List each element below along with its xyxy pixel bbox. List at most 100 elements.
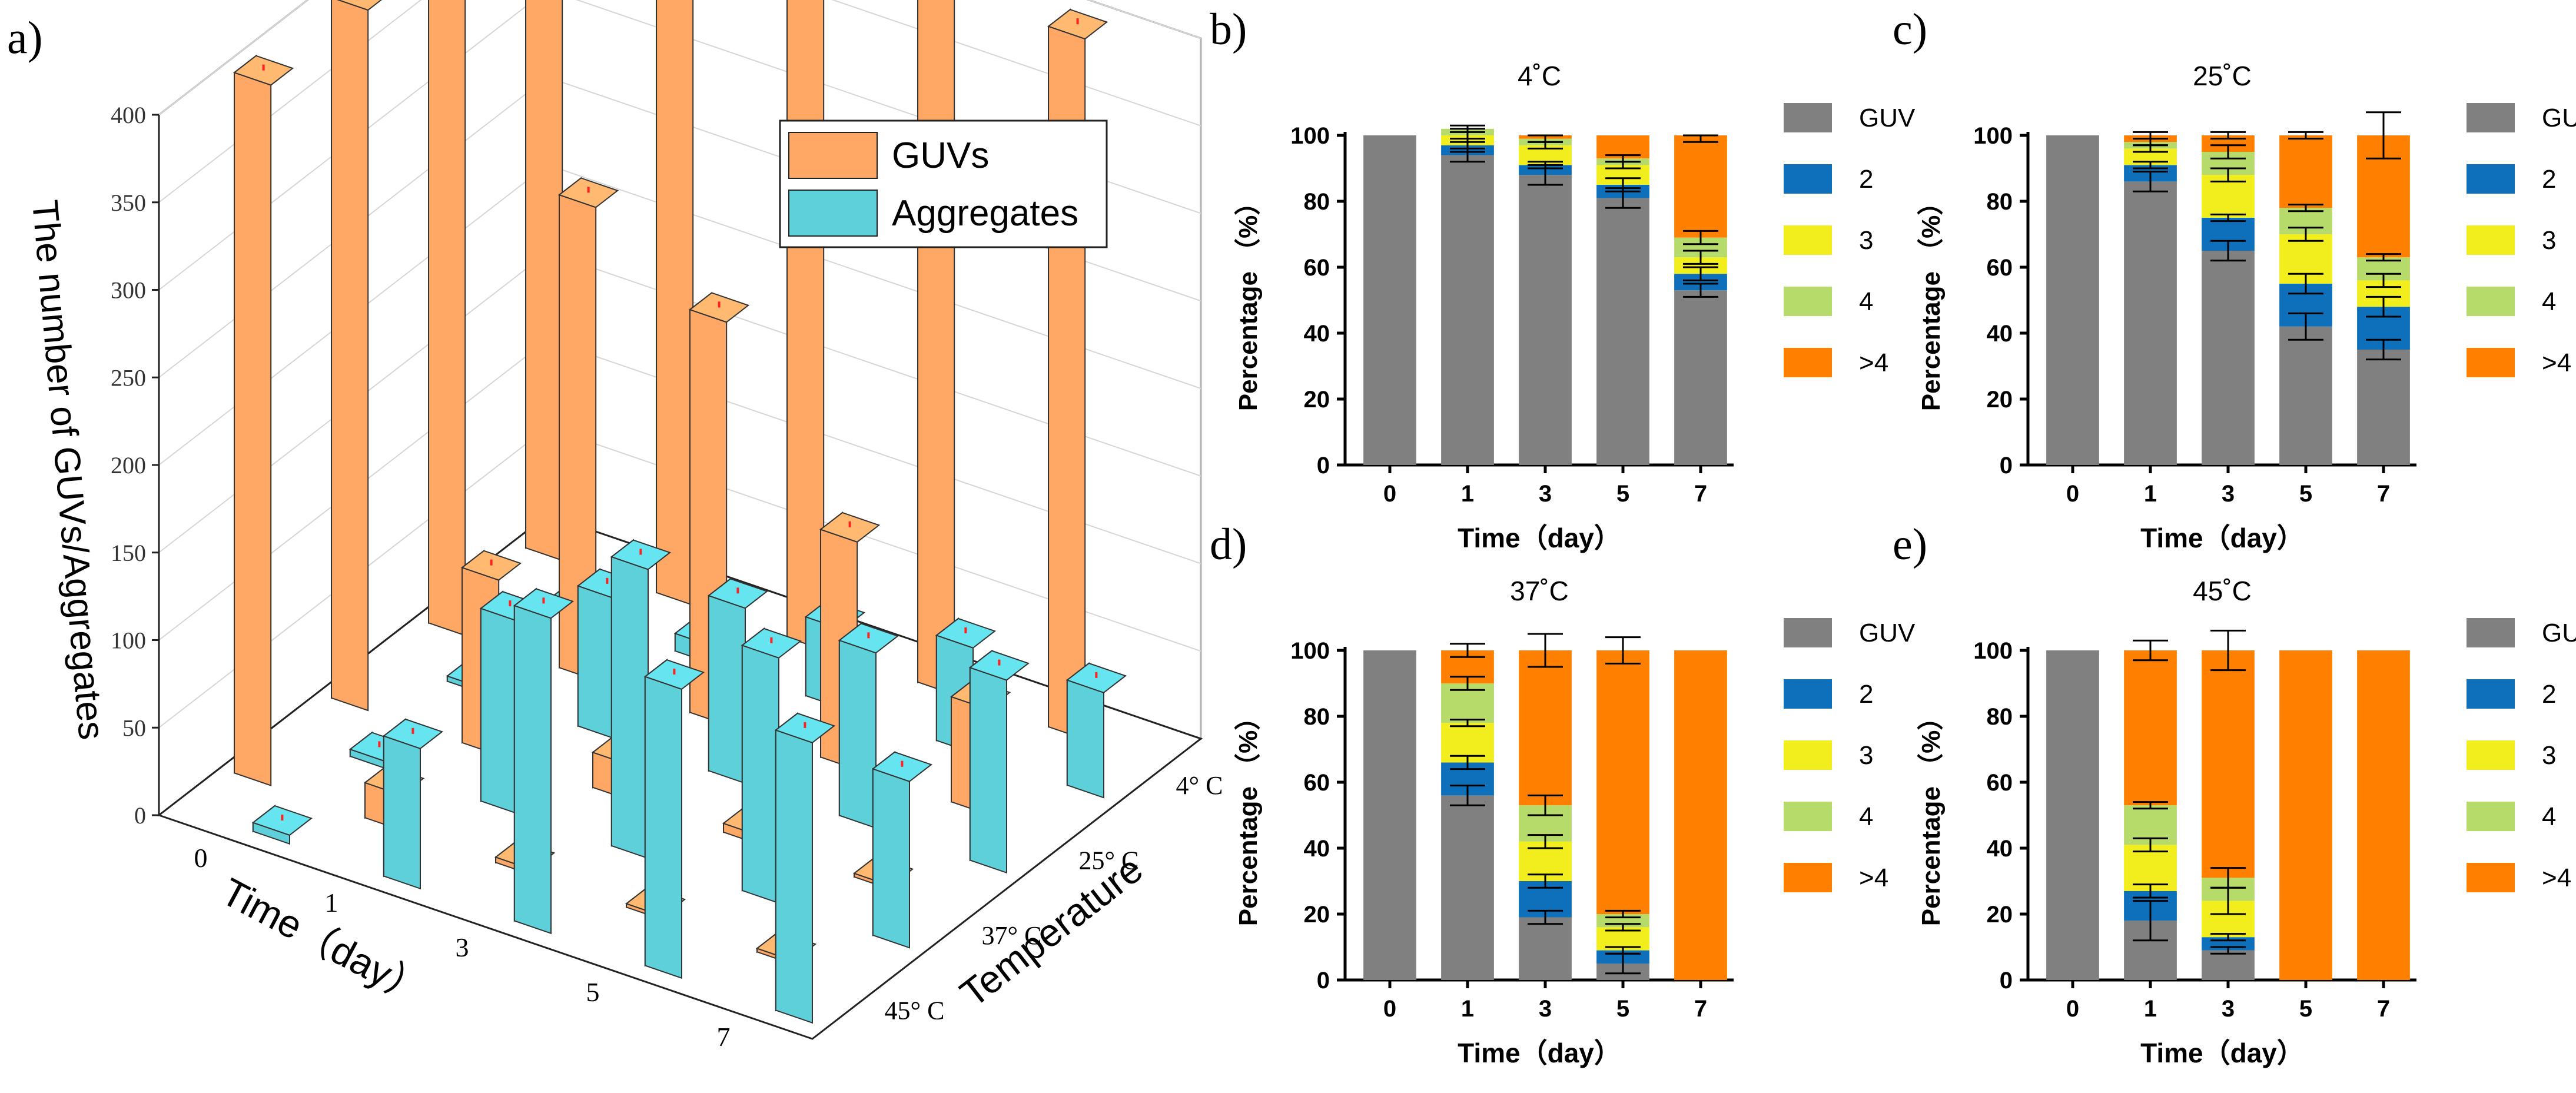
y-tick-label: 200 bbox=[111, 452, 146, 479]
x-tick-label: 0 bbox=[1383, 996, 1396, 1022]
bar-top-face bbox=[337, 0, 382, 11]
guv-bar bbox=[557, 177, 619, 681]
aggregate-bar bbox=[251, 805, 313, 845]
legend-swatch bbox=[1784, 348, 1832, 377]
bar-segment bbox=[2279, 326, 2332, 465]
x-tick-label: 0 bbox=[2066, 996, 2079, 1022]
y-tick-label: 100 bbox=[111, 627, 146, 654]
bar-top-face bbox=[774, 712, 836, 743]
error-bar bbox=[2288, 131, 2323, 140]
error-bar bbox=[1683, 283, 1718, 298]
error-bar bbox=[1605, 154, 1641, 163]
time-tick-label: 0 bbox=[194, 843, 208, 873]
legend-swatch bbox=[2467, 802, 2515, 831]
y-tick-label: 60 bbox=[1304, 255, 1330, 281]
bar-top-face bbox=[557, 177, 619, 208]
aggregate-bar bbox=[643, 659, 705, 979]
temperature-tick-label: 25° C bbox=[1079, 846, 1139, 875]
aggregate-bar bbox=[871, 750, 933, 949]
legend-label: >4 bbox=[2542, 863, 2571, 892]
time-tick-label: 5 bbox=[586, 977, 600, 1007]
legend-label: 3 bbox=[2542, 226, 2556, 255]
bar-segment bbox=[1363, 135, 1416, 465]
legend-label: 4 bbox=[1859, 802, 1873, 831]
legend-swatch bbox=[1784, 740, 1832, 770]
bar-top-face bbox=[643, 659, 705, 690]
aggregate-bar bbox=[610, 539, 672, 859]
bar-top-face bbox=[838, 623, 899, 654]
bar-segment bbox=[1674, 650, 1727, 980]
panel-4c-chart: b) 4˚C 0 20 40 60 80 100 0 1 3 5 7 Time（day） Percentag… bbox=[1210, 5, 1916, 553]
legend-label: 2 bbox=[1859, 165, 1873, 194]
bar-top-face bbox=[1065, 662, 1127, 693]
error-bar bbox=[2366, 111, 2401, 160]
error-bar bbox=[1450, 785, 1485, 806]
bar-segment bbox=[1596, 198, 1649, 465]
guv-bar bbox=[428, 0, 466, 636]
chart-title: 25˚C bbox=[2193, 61, 2252, 91]
y-tick-label: 40 bbox=[1304, 321, 1330, 347]
bar-top-face bbox=[251, 805, 313, 836]
panel-37c-chart: d) 37˚C 0 20 40 60 80 100 0 1 3 5 7 Time（day） Percenta… bbox=[1210, 520, 1916, 1068]
gridline bbox=[158, 0, 1201, 203]
error-bar bbox=[2210, 629, 2246, 672]
y-axis-title: Percentage （%） bbox=[1234, 190, 1263, 411]
y-tick-label: 100 bbox=[1973, 638, 2013, 664]
y-tick-label: 20 bbox=[1304, 902, 1330, 928]
panel-label-a: a) bbox=[7, 12, 43, 63]
legend-swatch bbox=[1784, 287, 1832, 316]
temperature-tick-label: 45° C bbox=[885, 996, 945, 1025]
chart-title: 45˚C bbox=[2193, 576, 2252, 606]
bar-segment bbox=[2202, 251, 2255, 465]
legend-label: GUV bbox=[1859, 619, 1916, 647]
legend-swatch bbox=[2467, 164, 2515, 194]
legend-swatch bbox=[2467, 225, 2515, 255]
bar-front-face bbox=[480, 607, 518, 815]
error-bar bbox=[2288, 273, 2323, 295]
bar-front-face bbox=[872, 768, 910, 949]
guv-bar bbox=[656, 0, 694, 606]
bar-segment bbox=[1519, 175, 1572, 465]
y-tick-label: 40 bbox=[1987, 321, 2013, 347]
error-bar bbox=[1450, 676, 1485, 691]
temperature-tick-label: 37° C bbox=[982, 921, 1042, 950]
time-tick-label: 7 bbox=[717, 1022, 731, 1052]
y-tick-label: 80 bbox=[1987, 704, 2013, 730]
x-tick-label: 1 bbox=[1461, 481, 1474, 507]
legend-label: GUV bbox=[2542, 619, 2576, 647]
error-bar bbox=[1450, 124, 1485, 133]
bar-front-face bbox=[383, 735, 421, 890]
error-bar bbox=[2366, 338, 2401, 361]
panel-25c-chart: c) 25˚C 0 20 40 60 80 100 0 1 3 5 7 Time（day） Percenta… bbox=[1893, 5, 2576, 553]
y-tick-label: 40 bbox=[1304, 836, 1330, 862]
x-tick-label: 5 bbox=[2299, 481, 2312, 507]
y-tick-label: 400 bbox=[111, 102, 146, 128]
y-axis-title: Percentage （%） bbox=[1917, 705, 1946, 926]
legend-label: 3 bbox=[1859, 741, 1873, 770]
bar-segment bbox=[1674, 290, 1727, 465]
legend-label: 2 bbox=[1859, 680, 1873, 709]
y-axis-title: Percentage （%） bbox=[1234, 705, 1263, 926]
bar-segment bbox=[1441, 795, 1494, 980]
y-tick-label: 80 bbox=[1987, 189, 2013, 215]
error-bar bbox=[2133, 639, 2168, 662]
chart-title: 37˚C bbox=[1510, 576, 1569, 606]
bar-front-face bbox=[708, 594, 746, 785]
bar-segment bbox=[2202, 950, 2255, 980]
y-tick-label: 0 bbox=[134, 802, 146, 829]
y-tick-label: 100 bbox=[1973, 123, 2013, 149]
error-bar bbox=[1683, 230, 1718, 245]
legend-label: 3 bbox=[2542, 741, 2556, 770]
y-tick-label: 60 bbox=[1304, 770, 1330, 796]
aggregate-bar bbox=[707, 577, 769, 785]
legend-label: GUVs bbox=[892, 135, 989, 176]
error-bar bbox=[2210, 144, 2246, 160]
x-tick-label: 3 bbox=[1539, 481, 1552, 507]
legend-swatch bbox=[1784, 618, 1832, 647]
floor bbox=[157, 514, 1203, 1040]
bar-front-face bbox=[525, 0, 563, 562]
x-axis-title: Time（day） bbox=[1458, 523, 1621, 553]
error-bar bbox=[1683, 134, 1718, 143]
bar-front-face bbox=[644, 676, 682, 979]
error-bar bbox=[1605, 636, 1641, 665]
